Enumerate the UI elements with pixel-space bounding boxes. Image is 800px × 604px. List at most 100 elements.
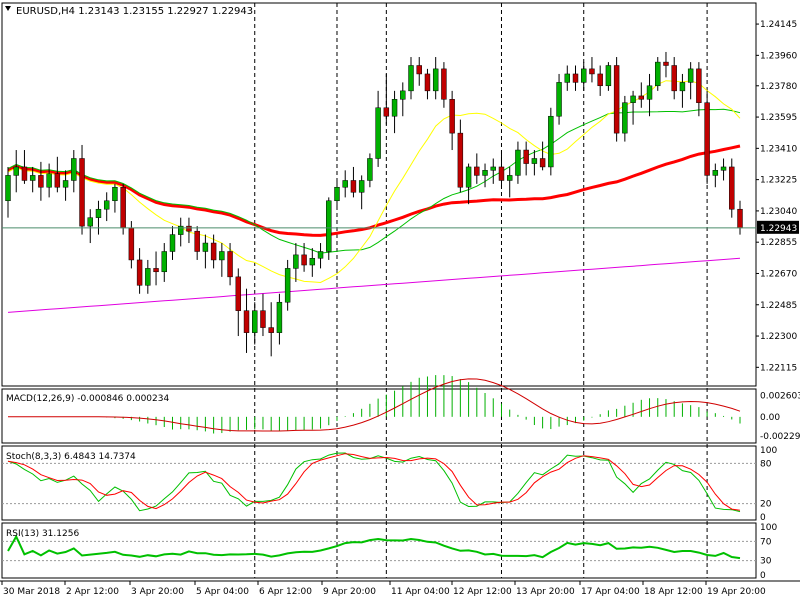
time-tick-label: 9 Apr 20:00	[323, 587, 376, 597]
stoch-tick-label: 20	[760, 500, 772, 510]
candle-body	[646, 85, 653, 100]
rsi-tick-label: 70	[760, 537, 772, 547]
candle-body	[194, 230, 200, 252]
candle-body	[276, 301, 283, 333]
candle-body	[581, 68, 587, 83]
candle-body	[383, 107, 390, 117]
stoch-main-line	[7, 452, 741, 513]
candle-body	[679, 82, 686, 92]
candle-body	[358, 180, 365, 193]
candle-body	[630, 95, 636, 103]
last-price-tag	[757, 220, 799, 234]
macd-pane-frame	[1, 388, 757, 444]
candle-body	[284, 268, 291, 303]
candle-body	[153, 268, 159, 273]
candle-body	[432, 68, 439, 92]
candle-body	[687, 68, 694, 83]
time-tick-label: 30 Mar 2018	[3, 587, 60, 597]
candle-body	[268, 327, 274, 333]
candle-body	[79, 158, 85, 227]
price-tick-label: 1.22855	[760, 238, 797, 248]
last-price-label: 1.22943	[760, 224, 797, 234]
candle-body	[400, 90, 406, 100]
time-tick-label: 6 Apr 12:00	[259, 587, 312, 597]
candle-body	[441, 68, 447, 100]
candle-body	[531, 158, 538, 164]
candle-body	[29, 175, 36, 181]
candle-body	[128, 227, 135, 261]
symbol-dropdown-icon	[5, 6, 11, 11]
stoch-tick-label: 80	[760, 459, 772, 469]
macd-tick-label: -0.002295	[760, 432, 800, 442]
candle-body	[556, 82, 562, 117]
candle-body	[408, 65, 414, 92]
candle-body	[350, 180, 357, 193]
price-tick-label: 1.22300	[760, 332, 797, 342]
candle-body	[506, 175, 513, 181]
price-tick-label: 1.23780	[760, 82, 797, 92]
stoch-label: Stoch(8,3,3) 6.4843 14.7374	[6, 452, 136, 462]
price-tick-label: 1.23595	[760, 113, 797, 123]
candle-body	[326, 200, 332, 252]
stoch-signal-line	[7, 453, 741, 511]
candle-body	[301, 254, 307, 266]
candle-body	[21, 166, 28, 181]
candle-body	[38, 175, 44, 188]
candle-body	[46, 173, 52, 188]
candle-body	[112, 186, 118, 202]
rsi-tick-label: 100	[760, 523, 777, 533]
candle-body	[638, 95, 645, 100]
candle-body	[235, 276, 242, 311]
price-tick-label: 1.23960	[760, 51, 797, 61]
candle-body	[243, 310, 250, 333]
candle-body	[424, 73, 431, 92]
candle-body	[391, 99, 398, 117]
macd-signal-line	[8, 378, 741, 432]
candle-body	[465, 166, 472, 188]
candle-body	[219, 251, 225, 261]
candle-body	[737, 208, 743, 229]
candle-body	[120, 186, 126, 229]
candle-body	[293, 254, 299, 269]
time-tick-label: 12 Apr 12:00	[453, 587, 512, 597]
rsi-label: RSI(13) 31.1256	[6, 529, 79, 539]
price-tick-label: 1.24145	[760, 20, 797, 30]
macd-label: MACD(12,26,9) -0.000846 0.000234	[6, 394, 169, 404]
time-tick-label: 3 Apr 20:00	[131, 587, 184, 597]
candle-body	[663, 61, 669, 66]
price-tick-label: 1.23410	[760, 144, 797, 154]
stoch-tick-label: 100	[760, 446, 777, 456]
price-tick-label: 1.22115	[760, 363, 797, 373]
candle-body	[186, 225, 192, 232]
candle-body	[720, 166, 727, 171]
candle-body	[589, 68, 595, 75]
candle-body	[515, 149, 521, 176]
time-tick-label: 19 Apr 20:00	[707, 587, 766, 597]
time-tick-label: 2 Apr 12:00	[66, 587, 119, 597]
time-tick-label: 18 Apr 12:00	[644, 587, 703, 597]
moving-average-magenta-line	[7, 257, 741, 313]
candle-body	[145, 268, 151, 286]
candle-body	[523, 149, 529, 164]
candle-body	[613, 65, 620, 134]
symbol-ohlc-label: EURUSD,H4 1.23143 1.23155 1.22927 1.2294…	[16, 6, 253, 17]
time-tick-label: 17 Apr 04:00	[581, 587, 640, 597]
candle-body	[202, 242, 209, 252]
rsi-tick-label: 0	[760, 571, 766, 581]
candle-body	[671, 65, 677, 92]
candle-body	[482, 170, 488, 176]
moving-average-red-line	[7, 144, 741, 237]
candle-body	[54, 173, 61, 188]
time-tick-label: 5 Apr 04:00	[196, 587, 249, 597]
candle-body	[605, 65, 612, 87]
stoch-pane-frame	[1, 445, 757, 521]
rsi-pane-frame	[1, 522, 757, 579]
candle-body	[342, 180, 348, 188]
candle-body	[334, 186, 340, 202]
candle-body	[712, 170, 719, 176]
main-pane-frame	[1, 2, 757, 387]
candle-body	[704, 102, 710, 176]
time-tick-label: 11 Apr 04:00	[391, 587, 450, 597]
price-tick-label: 1.22485	[760, 301, 797, 311]
